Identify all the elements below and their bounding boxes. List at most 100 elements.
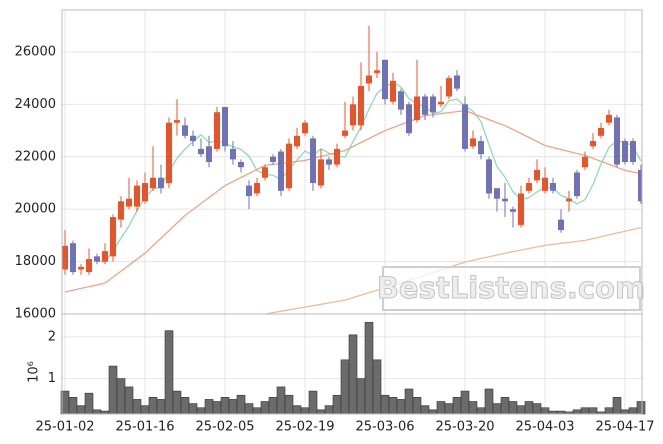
volume-bar bbox=[84, 392, 94, 415]
candle-body bbox=[462, 104, 468, 149]
x-tick-label: 25-01-02 bbox=[35, 420, 94, 435]
volume-bar bbox=[364, 322, 374, 415]
volume-bar bbox=[260, 401, 270, 415]
candle-body bbox=[134, 185, 140, 207]
volume-bar bbox=[300, 407, 310, 415]
volume-bar bbox=[460, 390, 470, 415]
candle-body bbox=[62, 245, 68, 270]
candle-body bbox=[142, 182, 148, 202]
candle-body bbox=[550, 182, 556, 191]
volume-bar bbox=[212, 401, 222, 415]
volume-bar bbox=[388, 397, 398, 415]
candle-body bbox=[494, 188, 500, 199]
candle-body bbox=[326, 159, 332, 165]
candle-body bbox=[110, 217, 116, 257]
volume-bar bbox=[228, 399, 238, 415]
candle-body bbox=[86, 258, 92, 273]
watermark: BestListens.com bbox=[377, 271, 645, 305]
candle-body bbox=[254, 182, 260, 194]
candle-body bbox=[406, 104, 412, 134]
volume-bar bbox=[516, 405, 526, 415]
volume-bar bbox=[636, 401, 646, 415]
volume-bar bbox=[236, 394, 246, 415]
volume-bar bbox=[148, 397, 158, 415]
candle-body bbox=[318, 159, 324, 186]
candle-body bbox=[510, 209, 516, 212]
candle-body bbox=[542, 177, 548, 191]
y-tick-label: 16000 bbox=[15, 307, 56, 322]
candle-body bbox=[158, 177, 164, 189]
volume-bar bbox=[68, 397, 78, 415]
volume-bar bbox=[444, 403, 454, 415]
volume-bar bbox=[484, 388, 494, 415]
volume-bar bbox=[476, 407, 486, 415]
candle-body bbox=[342, 130, 348, 136]
volume-bar bbox=[308, 390, 318, 415]
volume-bar bbox=[428, 409, 438, 415]
volume-bar bbox=[580, 407, 590, 415]
candle-body bbox=[214, 112, 220, 149]
candle-body bbox=[566, 198, 572, 202]
volume-bar bbox=[180, 397, 190, 415]
candle-body bbox=[94, 256, 100, 262]
candle-body bbox=[350, 104, 356, 126]
volume-bar bbox=[588, 407, 598, 415]
candle-body bbox=[438, 101, 444, 105]
volume-bar bbox=[396, 399, 406, 415]
candle-body bbox=[150, 177, 156, 189]
volume-bar bbox=[612, 397, 622, 415]
candle-body bbox=[582, 156, 588, 168]
candle-body bbox=[358, 86, 364, 126]
volume-bar bbox=[76, 405, 86, 415]
volume-bar bbox=[332, 394, 342, 415]
volume-bar bbox=[436, 401, 446, 415]
y-tick-label: 2 bbox=[48, 329, 56, 344]
candle-body bbox=[526, 182, 532, 191]
volume-bar bbox=[372, 359, 382, 415]
volume-bar bbox=[132, 399, 142, 415]
y-tick-label: 1 bbox=[48, 371, 56, 386]
volume-bar bbox=[292, 405, 302, 415]
volume-bar bbox=[316, 409, 326, 415]
volume-bar bbox=[188, 403, 198, 415]
candle-body bbox=[302, 122, 308, 134]
volume-bar bbox=[420, 405, 430, 415]
candle-body bbox=[454, 75, 460, 89]
candle-body bbox=[206, 146, 212, 162]
candle-body bbox=[262, 167, 268, 178]
candle-body bbox=[198, 148, 204, 155]
candle-body bbox=[102, 251, 108, 262]
candle-body bbox=[278, 151, 284, 191]
candle-body bbox=[222, 106, 228, 147]
candle-body bbox=[174, 120, 180, 123]
plot-frame bbox=[61, 9, 643, 415]
candle-body bbox=[486, 159, 492, 194]
candle-body bbox=[414, 96, 420, 121]
x-tick-label: 25-02-05 bbox=[195, 420, 254, 435]
candle-body bbox=[606, 114, 612, 123]
candle-body bbox=[430, 96, 436, 113]
candle-body bbox=[518, 193, 524, 225]
candle-body bbox=[286, 143, 292, 189]
volume-bar bbox=[276, 386, 286, 415]
candle-body bbox=[374, 70, 380, 73]
candle-body bbox=[294, 135, 300, 147]
candle-body bbox=[246, 185, 252, 197]
candle-body bbox=[398, 91, 404, 110]
volume-bar bbox=[220, 397, 230, 415]
volume-bar bbox=[116, 378, 126, 415]
volume-bar bbox=[468, 401, 478, 415]
candle-body bbox=[238, 162, 244, 168]
watermark-box bbox=[382, 266, 641, 311]
volume-bar bbox=[172, 390, 182, 415]
volume-bar bbox=[356, 378, 366, 415]
candle-body bbox=[622, 141, 628, 162]
volume-bar bbox=[404, 388, 414, 415]
volume-bar bbox=[340, 359, 350, 415]
volume-bar bbox=[500, 397, 510, 415]
candle-body bbox=[502, 198, 508, 202]
candle-body bbox=[630, 141, 636, 162]
candle-body bbox=[310, 138, 316, 183]
